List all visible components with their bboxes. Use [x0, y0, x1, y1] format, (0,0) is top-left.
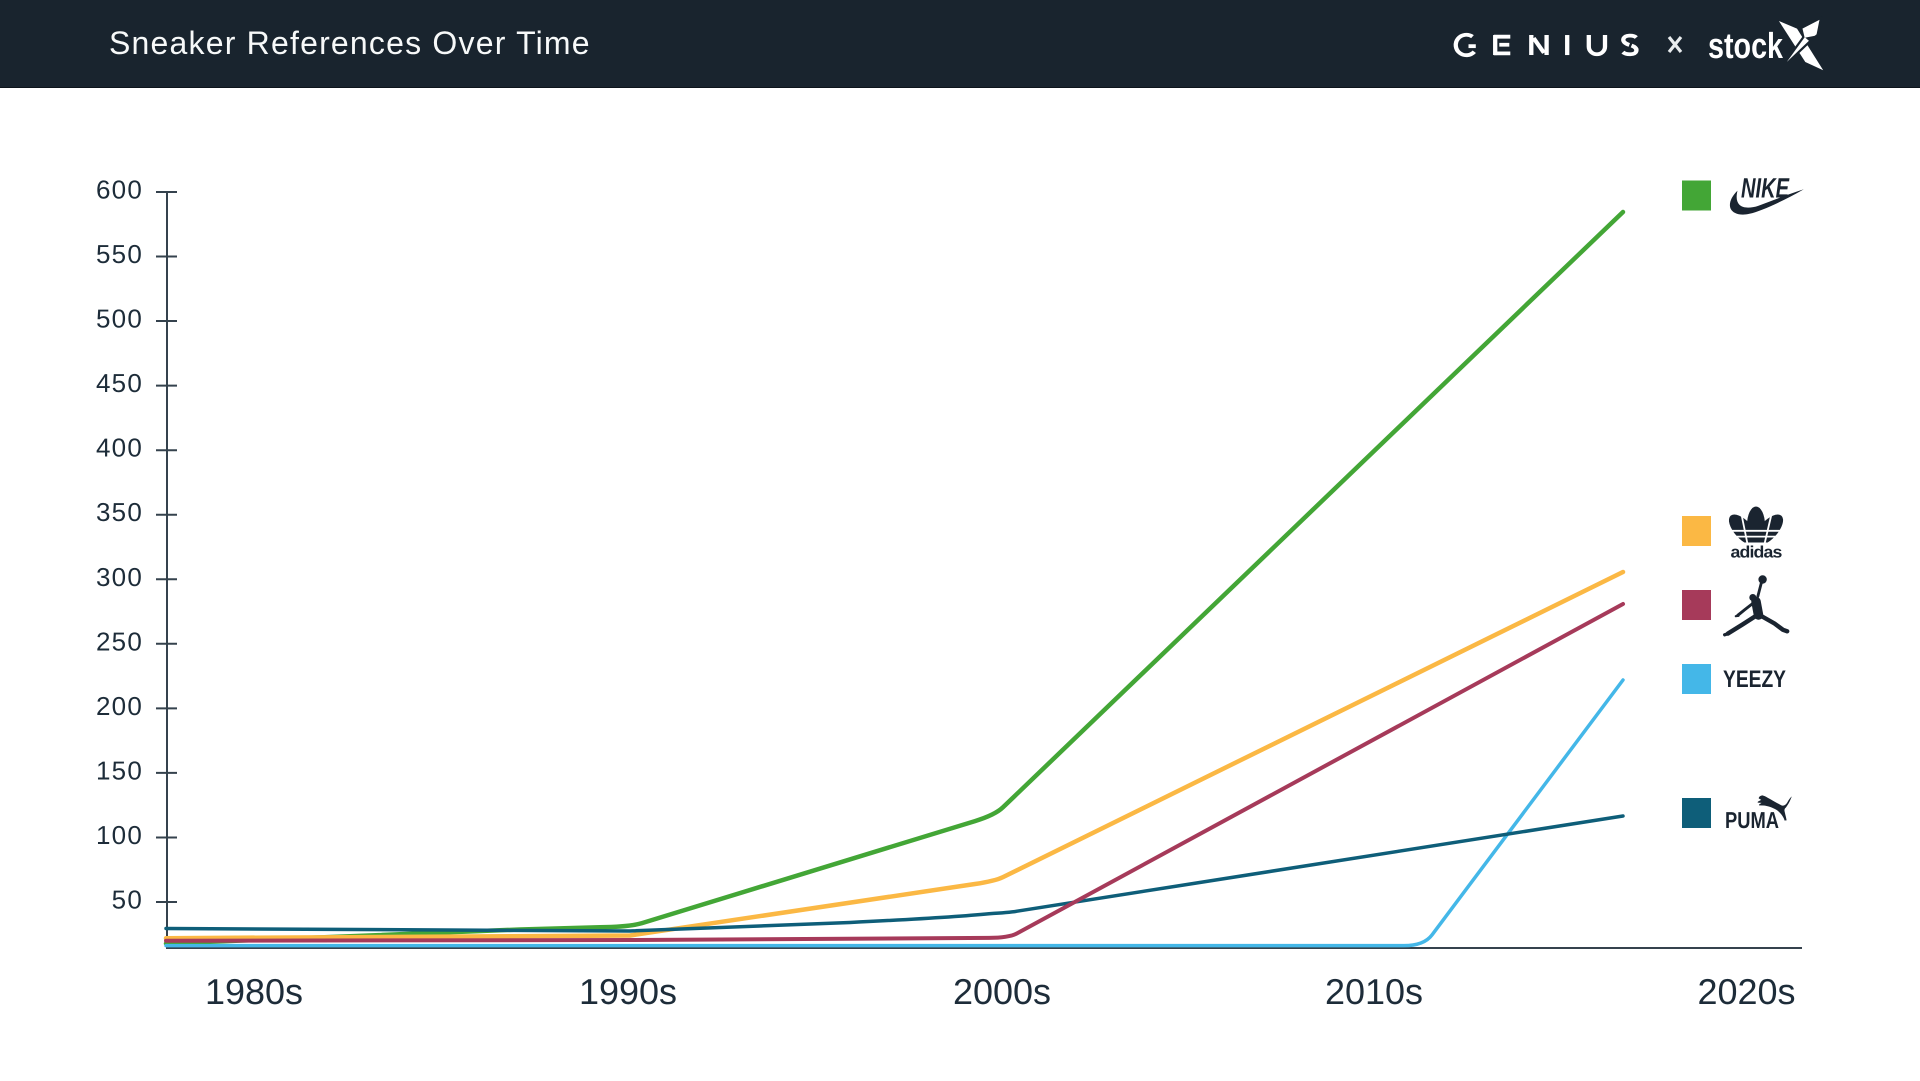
svg-text:550: 550 — [96, 239, 143, 269]
svg-text:adidas: adidas — [1731, 544, 1783, 562]
svg-text:YEEZY: YEEZY — [1723, 666, 1786, 693]
svg-text:350: 350 — [96, 497, 143, 527]
svg-text:50: 50 — [112, 885, 143, 915]
svg-text:2010s: 2010s — [1325, 971, 1423, 1012]
svg-text:250: 250 — [96, 626, 143, 656]
svg-text:PUMA: PUMA — [1725, 807, 1779, 833]
svg-text:1980s: 1980s — [205, 971, 303, 1012]
svg-text:200: 200 — [96, 691, 143, 721]
svg-text:500: 500 — [96, 304, 143, 334]
svg-text:300: 300 — [96, 562, 143, 592]
svg-text:100: 100 — [96, 820, 143, 850]
svg-text:150: 150 — [96, 755, 143, 785]
svg-text:1990s: 1990s — [579, 971, 677, 1012]
svg-text:stock: stock — [1708, 25, 1784, 66]
svg-text:2000s: 2000s — [953, 971, 1051, 1012]
svg-text:2020s: 2020s — [1697, 971, 1795, 1012]
svg-text:450: 450 — [96, 368, 143, 398]
svg-text:600: 600 — [96, 175, 143, 205]
svg-text:400: 400 — [96, 433, 143, 463]
